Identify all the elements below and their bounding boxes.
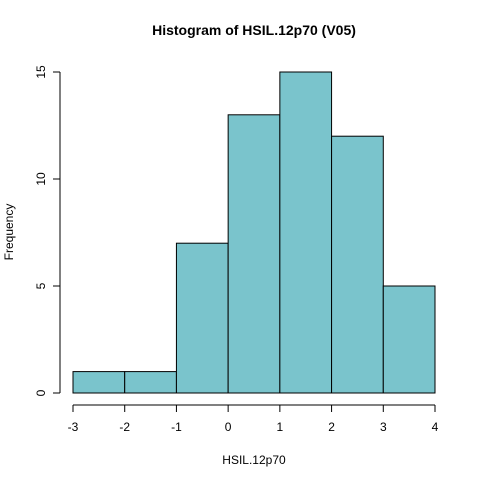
x-tick-label: -3 — [68, 420, 79, 434]
bar — [124, 371, 177, 394]
bar — [72, 371, 126, 394]
bar — [279, 71, 333, 394]
x-tick-label: 4 — [432, 420, 439, 434]
bar — [175, 242, 229, 394]
x-tick-label: 1 — [277, 420, 284, 434]
x-tick-label: 0 — [225, 420, 232, 434]
y-axis-label: Frequency — [2, 204, 16, 261]
bar — [331, 135, 384, 394]
y-tick-label: 15 — [34, 65, 48, 79]
x-tick-label: -2 — [119, 420, 130, 434]
y-tick-label: 5 — [34, 282, 48, 289]
x-tick-label: 3 — [380, 420, 387, 434]
chart-title: Histogram of HSIL.12p70 (V05) — [152, 22, 356, 38]
x-axis-label: HSIL.12p70 — [222, 453, 286, 467]
bar — [382, 285, 436, 394]
x-tick-label: -1 — [171, 420, 182, 434]
y-tick-label: 0 — [34, 389, 48, 396]
bar — [227, 114, 281, 394]
y-tick-label: 10 — [34, 172, 48, 186]
x-tick-label: 2 — [328, 420, 335, 434]
